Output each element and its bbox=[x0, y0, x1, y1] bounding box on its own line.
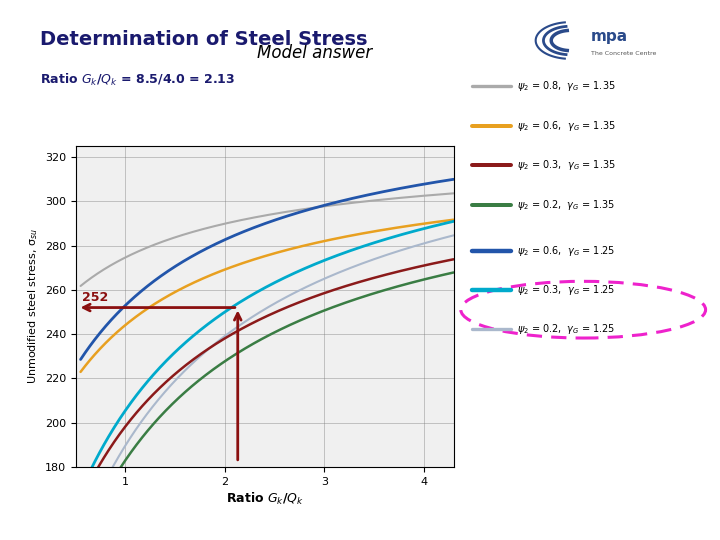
Text: $\psi_2$ = 0.2,  $\gamma_G$ = 1.25: $\psi_2$ = 0.2, $\gamma_G$ = 1.25 bbox=[517, 322, 615, 336]
Text: $\psi_2$ = 0.3,  $\gamma_G$ = 1.35: $\psi_2$ = 0.3, $\gamma_G$ = 1.35 bbox=[517, 158, 616, 172]
Text: $\psi_2$ = 0.6,  $\gamma_G$ = 1.25: $\psi_2$ = 0.6, $\gamma_G$ = 1.25 bbox=[517, 244, 616, 258]
Text: Determination of Steel Stress: Determination of Steel Stress bbox=[40, 30, 367, 49]
Text: $\psi_2$ = 0.3,  $\gamma_G$ = 1.25: $\psi_2$ = 0.3, $\gamma_G$ = 1.25 bbox=[517, 283, 616, 297]
Text: The Concrete Centre: The Concrete Centre bbox=[591, 51, 657, 56]
Y-axis label: Unmodified steel stress, σ$_{su}$: Unmodified steel stress, σ$_{su}$ bbox=[27, 228, 40, 384]
Text: $\psi_2$ = 0.6,  $\gamma_G$ = 1.35: $\psi_2$ = 0.6, $\gamma_G$ = 1.35 bbox=[517, 119, 616, 133]
X-axis label: Ratio $G_k$/$Q_k$: Ratio $G_k$/$Q_k$ bbox=[225, 491, 304, 507]
Text: $\psi_2$ = 0.8,  $\gamma_G$ = 1.35: $\psi_2$ = 0.8, $\gamma_G$ = 1.35 bbox=[517, 79, 616, 93]
Text: 252: 252 bbox=[81, 291, 108, 304]
Text: mpa: mpa bbox=[591, 29, 628, 44]
Text: $\psi_2$ = 0.2,  $\gamma_G$ = 1.35: $\psi_2$ = 0.2, $\gamma_G$ = 1.35 bbox=[517, 198, 616, 212]
Text: Ratio $G_k$/$Q_k$ = 8.5/4.0 = 2.13: Ratio $G_k$/$Q_k$ = 8.5/4.0 = 2.13 bbox=[40, 72, 235, 88]
Text: Model answer: Model answer bbox=[257, 44, 373, 62]
